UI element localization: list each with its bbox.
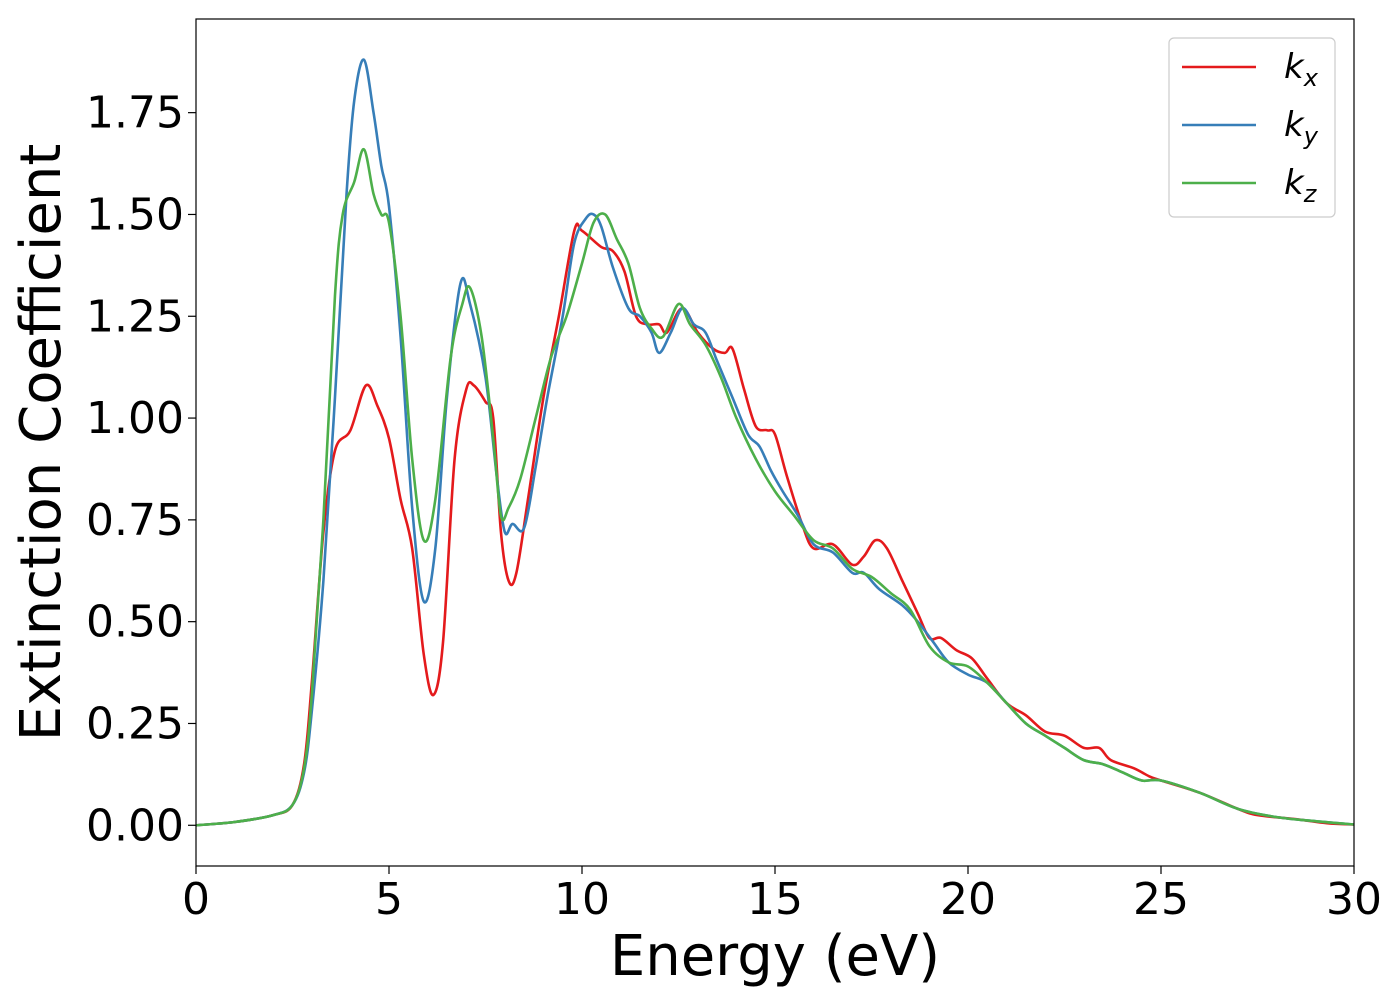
x-tick-label: 15 [747, 874, 803, 925]
y-tick-label: 0.75 [86, 495, 184, 546]
legend-label-y: ky [1284, 105, 1319, 150]
x-axis-title: Energy (eV) [610, 924, 940, 989]
y-tick-label: 1.50 [86, 189, 184, 240]
x-tick-label: 0 [182, 874, 210, 925]
x-axis: 0 5 10 15 20 25 30 [182, 866, 1382, 925]
x-tick-label: 10 [554, 874, 610, 925]
y-tick-label: 1.75 [86, 88, 184, 139]
y-axis-title: Extinction Coefficient [9, 144, 74, 742]
x-tick-label: 20 [940, 874, 996, 925]
series-line-x [195, 222, 1355, 827]
series-line-z [195, 148, 1355, 827]
legend-box [1168, 37, 1336, 218]
y-tick-label: 0.25 [86, 698, 184, 749]
x-tick-label: 30 [1326, 874, 1382, 925]
y-tick-label: 1.00 [86, 393, 184, 444]
x-tick-label: 25 [1133, 874, 1189, 925]
legend: kx ky kz [1168, 37, 1336, 218]
series-layer [195, 58, 1355, 827]
y-tick-label: 0.50 [86, 597, 184, 648]
y-tick-label: 1.25 [86, 291, 184, 342]
y-tick-label: 0.00 [86, 800, 184, 851]
x-tick-label: 5 [375, 874, 403, 925]
legend-label-x: kx [1284, 47, 1319, 92]
y-axis: 0.00 0.25 0.50 0.75 1.00 1.25 1.50 1.75 [86, 88, 196, 851]
legend-label-z: kz [1284, 163, 1318, 208]
